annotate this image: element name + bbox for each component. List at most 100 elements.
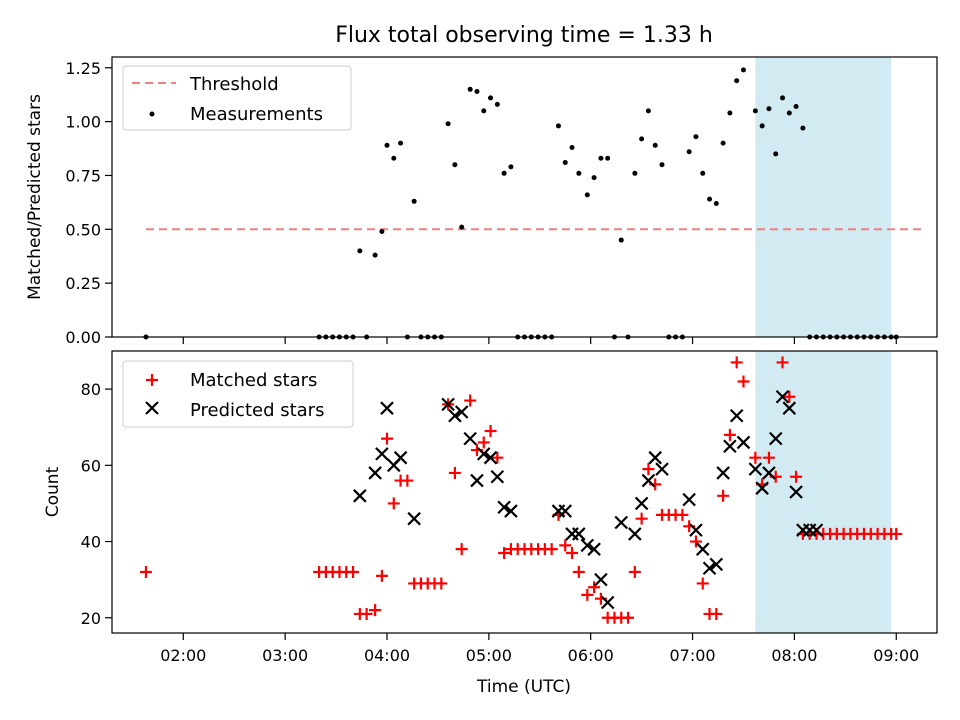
measurement-point	[800, 125, 806, 131]
top-y-tick-label: 0.00	[65, 328, 101, 347]
measurement-point	[459, 224, 465, 230]
measurement-point	[411, 198, 417, 204]
measurement-point	[357, 248, 363, 254]
bottom-y-ticks: 20 40 60 80	[81, 380, 112, 628]
measurement-point	[555, 123, 561, 129]
matched-star-point	[717, 489, 730, 502]
top-legend-box	[122, 65, 352, 131]
predicted-star-point	[483, 450, 498, 465]
top-highlight-span	[755, 57, 892, 337]
top-y-tick-label: 0.50	[65, 220, 101, 239]
measurement-point	[562, 160, 568, 166]
legend-measurements-label: Measurements	[190, 104, 323, 125]
matched-star-point	[464, 394, 477, 407]
bottom-y-tick-label: 20	[81, 609, 101, 628]
matched-star-point	[628, 566, 641, 579]
matched-star-point	[749, 451, 762, 464]
matched-star-point	[375, 569, 388, 582]
matched-star-point	[435, 577, 448, 590]
measurement-point	[452, 162, 458, 168]
predicted-star-point	[695, 542, 710, 556]
predicted-star-point	[375, 447, 389, 461]
matched-star-point	[730, 356, 743, 369]
measurement-point	[793, 104, 799, 110]
predicted-star-point	[702, 561, 717, 575]
measurement-point	[686, 149, 692, 155]
measurement-point	[591, 175, 597, 181]
bottom-y-tick-label: 80	[81, 380, 101, 399]
legend-predicted-label: Predicted stars	[190, 400, 324, 421]
predicted-star-point	[565, 527, 579, 541]
predicted-star-point	[614, 515, 629, 530]
predicted-star-point	[463, 431, 477, 446]
matched-star-point	[890, 527, 903, 540]
predicted-star-point	[641, 473, 656, 488]
measurement-point	[707, 196, 713, 202]
matched-star-point	[710, 607, 723, 620]
predicted-star-point	[655, 462, 669, 476]
measurement-point	[700, 170, 706, 176]
matched-star-point	[545, 543, 558, 556]
top-y-ticks: 0.00 0.25 0.50 0.75 1.00 1.25	[65, 59, 112, 347]
predicted-star-point	[558, 504, 573, 518]
predicted-star-point	[580, 538, 595, 553]
top-panel: 0.00 0.25 0.50 0.75 1.00 1.25 Matched/Predict…	[25, 56, 938, 347]
matched-star-point	[572, 566, 585, 579]
matched-star-point	[581, 588, 594, 601]
measurement-point	[467, 86, 473, 92]
measurement-point	[773, 151, 779, 157]
measurement-point	[632, 170, 638, 176]
predicted-star-point	[748, 462, 763, 476]
matched-stars-points	[139, 356, 903, 624]
predicted-star-point	[497, 500, 511, 515]
predicted-stars-points	[353, 389, 824, 610]
x-tick-label: 08:00	[771, 646, 817, 665]
measurement-point	[693, 134, 699, 140]
bottom-y-tick-label: 40	[81, 533, 101, 552]
measurement-point	[584, 192, 590, 198]
predicted-star-point	[689, 523, 703, 537]
matched-star-point	[776, 356, 789, 369]
predicted-star-point	[448, 409, 462, 423]
predicted-star-point	[600, 595, 615, 610]
matched-star-point	[689, 535, 702, 548]
measurement-point	[576, 170, 582, 176]
measurement-point	[652, 142, 658, 148]
predicted-star-point	[393, 450, 408, 465]
measurement-point	[659, 162, 665, 168]
top-y-tick-label: 1.25	[65, 59, 101, 78]
predicted-star-point	[789, 485, 803, 499]
measurement-point	[391, 155, 397, 161]
predicted-star-point	[809, 523, 824, 537]
matched-star-point	[139, 566, 152, 579]
measurement-point	[780, 95, 786, 101]
measurement-point	[766, 106, 772, 112]
predicted-star-point	[762, 466, 776, 480]
predicted-star-point	[353, 489, 367, 503]
measurement-point	[786, 110, 792, 116]
predicted-star-point	[768, 431, 783, 446]
legend-predicted-swatch	[145, 401, 159, 415]
matched-star-point	[559, 539, 572, 552]
matched-star-point	[642, 463, 655, 476]
measurement-point	[508, 164, 514, 170]
matched-star-point	[676, 508, 689, 521]
bottom-highlight-span	[755, 351, 892, 633]
matched-star-point	[762, 451, 775, 464]
matched-star-point	[477, 436, 490, 449]
x-tick-label: 03:00	[262, 646, 308, 665]
predicted-star-point	[782, 401, 797, 415]
measurement-point	[605, 155, 611, 161]
predicted-star-point	[628, 527, 642, 541]
x-tick-label: 07:00	[670, 646, 716, 665]
predicted-star-point	[407, 511, 421, 526]
measurement-point	[752, 108, 758, 114]
bottom-y-tick-label: 60	[81, 456, 101, 475]
measurement-point	[727, 110, 733, 116]
top-y-tick-label: 0.75	[65, 166, 101, 185]
matched-star-point	[347, 566, 360, 579]
matched-star-point	[622, 611, 635, 624]
x-tick-label: 06:00	[568, 646, 614, 665]
matched-star-point	[737, 375, 750, 388]
predicted-star-point	[755, 481, 769, 495]
